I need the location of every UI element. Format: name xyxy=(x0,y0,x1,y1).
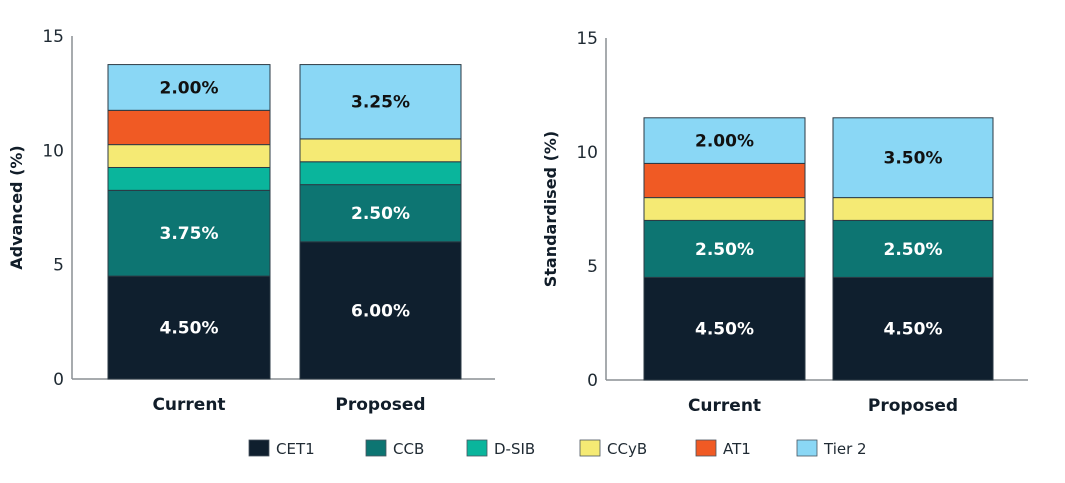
bar-segment-at1 xyxy=(107,109,271,146)
bar-segment-ccyb xyxy=(832,197,994,221)
x-category-label: Current xyxy=(688,396,761,416)
y-tick-label: 15 xyxy=(576,29,598,49)
legend-label: D-SIB xyxy=(494,440,535,458)
bar-segment-cet1 xyxy=(643,276,806,381)
bar-segment-tier-2 xyxy=(107,64,271,111)
bar-segment-ccb xyxy=(299,184,462,243)
y-tick-label: 0 xyxy=(587,371,598,391)
y-tick-label: 5 xyxy=(53,256,64,276)
legend-item: AT1 xyxy=(695,439,751,458)
bar-segment-d-sib xyxy=(107,166,271,191)
bar-segment-ccyb xyxy=(299,138,462,163)
data-label: 4.50% xyxy=(884,320,943,340)
x-category-label: Current xyxy=(152,395,225,415)
data-label: 6.00% xyxy=(351,301,410,321)
legend-swatch xyxy=(796,439,818,457)
legend-swatch xyxy=(365,439,387,457)
legend-label: AT1 xyxy=(723,440,751,458)
bar-segment-d-sib xyxy=(299,161,462,186)
legend-label: CET1 xyxy=(276,440,315,458)
y-tick-label: 15 xyxy=(42,27,64,47)
x-category-label: Proposed xyxy=(868,396,958,416)
legend-swatch xyxy=(695,439,717,457)
legend-item: D-SIB xyxy=(466,439,535,458)
bar-segment-tier-2 xyxy=(643,117,806,164)
data-label: 4.50% xyxy=(695,320,754,340)
legend-item: Tier 2 xyxy=(796,439,867,458)
legend-swatch xyxy=(579,439,601,457)
bar-segment-cet1 xyxy=(299,241,462,380)
standardised-chart: 0 5 10 15 Standardised (%) 4.50% 2.50% 2.00% Cur… xyxy=(541,29,1028,416)
bar-segment-ccb xyxy=(643,219,806,278)
legend-label: CCyB xyxy=(607,440,647,458)
y-axis-title: Standardised (%) xyxy=(541,131,560,288)
y-axis-title: Advanced (%) xyxy=(7,145,26,269)
data-label: 4.50% xyxy=(160,319,219,339)
legend-item: CET1 xyxy=(248,439,315,458)
y-tick-label: 5 xyxy=(587,257,598,277)
data-label: 3.75% xyxy=(160,224,219,244)
legend-label: Tier 2 xyxy=(823,440,867,458)
legend-label: CCB xyxy=(393,440,424,458)
data-label: 3.50% xyxy=(884,149,943,169)
y-tick-label: 10 xyxy=(576,143,598,163)
legend-swatch xyxy=(248,439,270,457)
data-label: 2.50% xyxy=(351,204,410,224)
bar-segment-ccyb xyxy=(107,144,271,168)
data-label: 2.00% xyxy=(695,132,754,152)
bar-segment-cet1 xyxy=(107,275,271,380)
x-category-label: Proposed xyxy=(335,395,425,415)
y-tick-label: 10 xyxy=(42,141,64,161)
legend: CET1 CCB D-SIB CCyB AT1 Tier 2 xyxy=(248,439,867,458)
bar-segment-ccyb xyxy=(643,197,806,221)
bar-segment-ccb xyxy=(832,219,994,278)
data-label: 2.50% xyxy=(695,240,754,260)
data-label: 3.25% xyxy=(351,93,410,113)
data-label: 2.50% xyxy=(884,240,943,260)
advanced-chart: 0 5 10 15 Advanced (%) 4.50% 3.75% 2.00% Current… xyxy=(7,27,495,415)
legend-swatch xyxy=(466,439,488,457)
data-label: 2.00% xyxy=(160,78,219,98)
legend-item: CCyB xyxy=(579,439,647,458)
bar-segment-tier-2 xyxy=(299,64,462,140)
legend-item: CCB xyxy=(365,439,424,458)
y-tick-label: 0 xyxy=(53,370,64,390)
bar-segment-at1 xyxy=(643,162,806,199)
bar-segment-tier-2 xyxy=(832,117,994,199)
